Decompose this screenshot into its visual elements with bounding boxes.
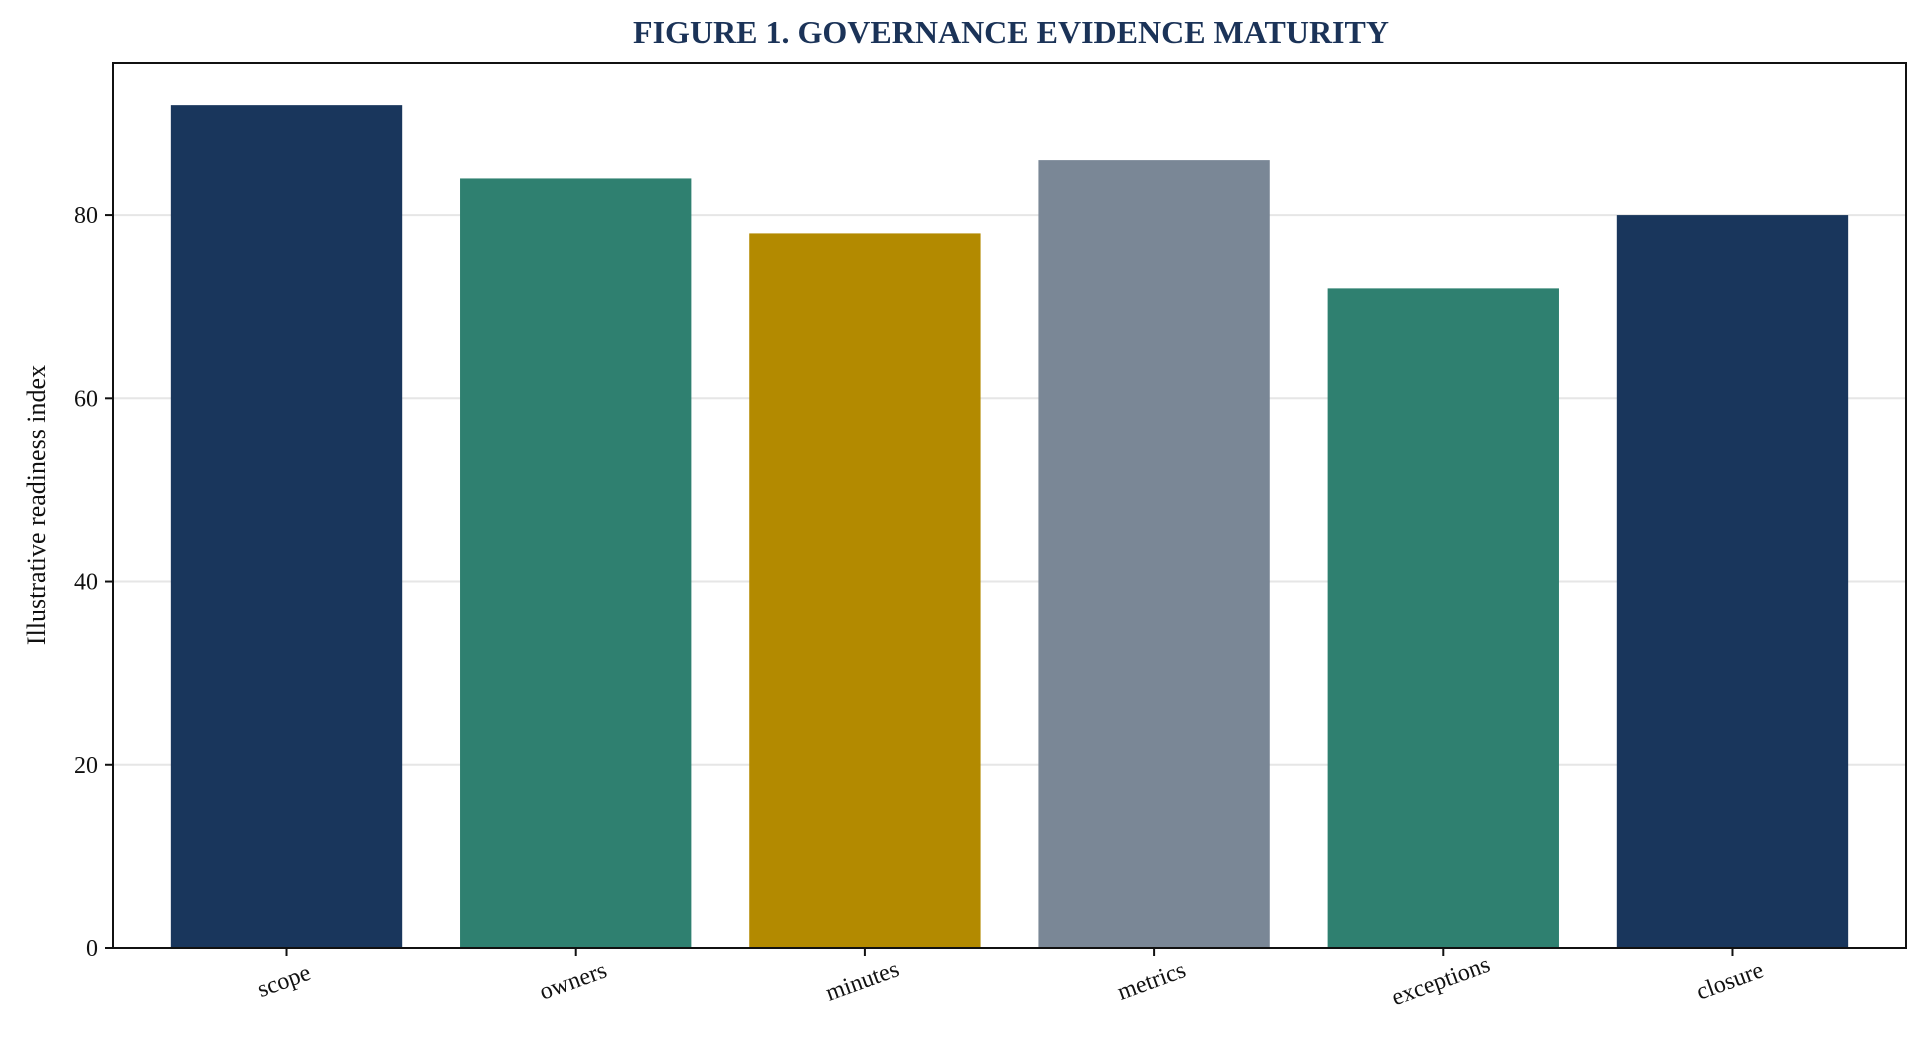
- plot-frame: [112, 62, 1907, 949]
- bar-scope: [170, 105, 403, 948]
- x-axis-ticks: scope owners minutes metrics exceptions closu…: [254, 948, 1767, 1011]
- y-axis-ticks: 0 20 40 60 80: [74, 203, 113, 962]
- x-tick-label-owners: owners: [536, 957, 610, 1005]
- y-tick-label: 60: [74, 386, 98, 412]
- grid-lines: [113, 214, 1906, 766]
- bars: [170, 105, 1849, 948]
- bar-exceptions: [1327, 288, 1559, 948]
- bar-minutes: [749, 233, 981, 948]
- x-tick-label-scope: scope: [254, 960, 314, 1003]
- y-tick-label: 20: [74, 753, 98, 779]
- x-tick-label-closure: closure: [1693, 957, 1767, 1005]
- y-tick-label: 40: [74, 570, 98, 596]
- y-tick-label: 0: [86, 936, 98, 962]
- bar-closure: [1616, 215, 1849, 948]
- y-axis-label: Illustrative readiness index: [22, 365, 51, 645]
- y-tick-label: 80: [74, 203, 98, 229]
- x-tick-label-metrics: metrics: [1114, 957, 1189, 1006]
- x-tick-label-exceptions: exceptions: [1388, 952, 1493, 1012]
- chart-title: FIGURE 1. GOVERNANCE EVIDENCE MATURITY: [633, 14, 1389, 50]
- x-tick-label-minutes: minutes: [822, 956, 902, 1006]
- bar-owners: [460, 178, 692, 948]
- bar-metrics: [1038, 160, 1270, 948]
